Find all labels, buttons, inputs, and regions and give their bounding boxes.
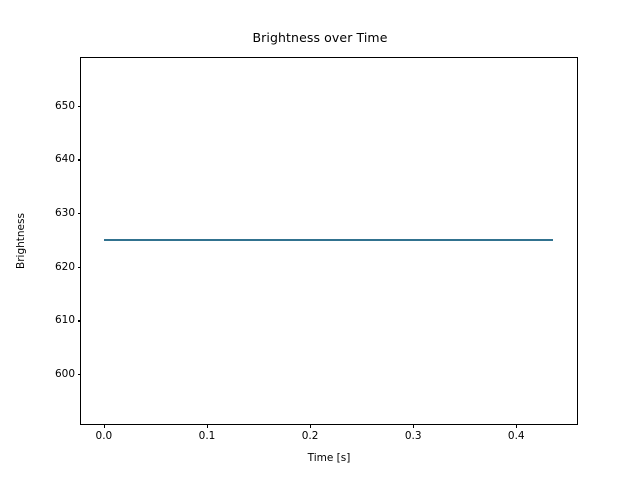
- y-tick-mark: [77, 374, 81, 376]
- x-tick-label: 0.1: [198, 430, 216, 442]
- y-tick-label: 600: [54, 368, 75, 381]
- y-tick-mark: [77, 266, 81, 268]
- x-tick-label: 0.4: [507, 430, 525, 442]
- y-tick-label: 610: [54, 314, 75, 327]
- axes-frame: 600 610 620 630 640 650 0.0 0.1 0.2 0.3 0.4: [55, 57, 578, 442]
- y-tick-mark: [77, 320, 81, 322]
- y-tick-mark: [77, 213, 81, 215]
- y-tick-label: 650: [54, 99, 75, 112]
- chart-title: Brightness over Time: [252, 30, 388, 45]
- x-axis-label: Time [s]: [307, 452, 351, 464]
- y-tick-mark: [77, 105, 81, 107]
- y-axis-label-text: Brightness: [15, 213, 27, 269]
- x-tick-label: 0.0: [95, 430, 113, 442]
- x-tick-mark: [413, 424, 415, 428]
- y-tick-label: 630: [54, 207, 75, 220]
- y-axis-label: Brightness: [14, 57, 28, 425]
- x-tick-label: 0.3: [404, 430, 422, 442]
- x-tick-mark: [516, 424, 518, 428]
- data-line-segment: [103, 239, 554, 241]
- y-tick-label: 620: [54, 260, 75, 273]
- x-tick-label: 0.2: [301, 430, 319, 442]
- y-tick-label: 640: [54, 153, 75, 166]
- plot-area: [81, 58, 577, 424]
- y-tick-mark: [77, 159, 81, 161]
- x-tick-mark: [206, 424, 209, 428]
- x-tick-mark: [103, 424, 105, 428]
- x-tick-mark: [310, 424, 312, 428]
